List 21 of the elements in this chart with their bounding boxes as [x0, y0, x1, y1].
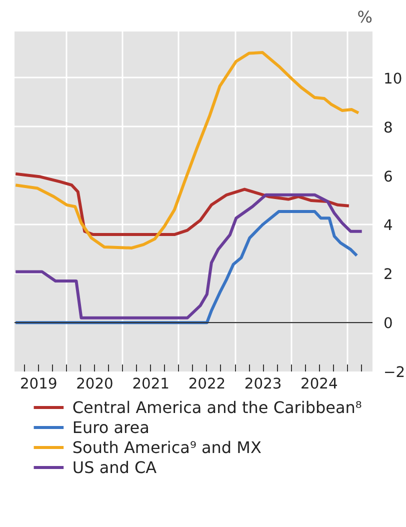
y-tick-label: 4: [384, 217, 393, 234]
y-axis-title: %: [357, 8, 372, 26]
y-tick-label: 2: [384, 266, 393, 284]
x-tick-label: 2024: [300, 376, 338, 392]
x-tick-label: 2020: [76, 376, 114, 392]
x-tick-label: 2022: [188, 376, 226, 392]
y-tick-label: 10: [384, 70, 402, 88]
y-tick-label: 8: [384, 119, 393, 136]
x-tick-label: 2021: [132, 376, 170, 392]
line-series: [14, 51, 360, 250]
y-tick-label: −2: [384, 364, 406, 381]
y-tick-label: 0: [384, 315, 393, 332]
line-series: [14, 172, 350, 236]
x-tick-label: 2019: [20, 376, 58, 392]
legend-label: South America⁹ and MX: [72, 438, 262, 457]
legend-label: Central America and the Caribbean⁸: [72, 398, 362, 417]
line-series: [14, 193, 364, 320]
legend-label: US and CA: [72, 458, 157, 477]
legend-label: Euro area: [72, 418, 150, 437]
x-tick-label: 2023: [244, 376, 282, 392]
y-tick-label: 6: [384, 168, 393, 186]
